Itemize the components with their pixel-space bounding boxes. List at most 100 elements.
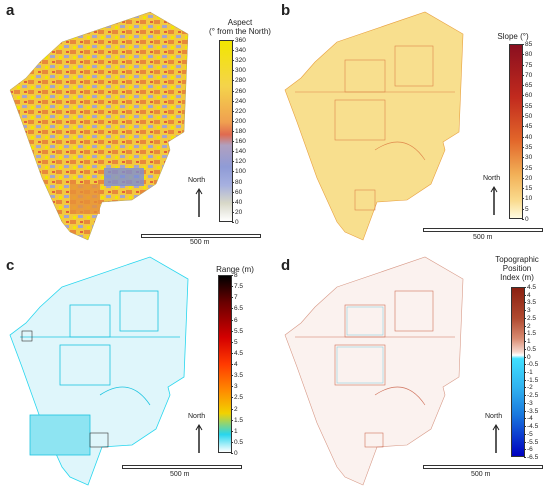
colorbar-tick-label: 0 [524, 353, 531, 361]
colorbar-tick-label: -4.5 [523, 423, 539, 431]
colorbar-tick-label: 4.5 [230, 349, 244, 357]
panel-letter: d [281, 257, 291, 274]
colorbar-tick-label: 4 [524, 291, 531, 299]
colorbar-tick-label: 60 [231, 188, 243, 196]
colorbar-tick-label: 0.5 [523, 345, 537, 353]
colorbar-tick-label: 5.5 [230, 327, 244, 335]
colorbar-tick-label: 360 [232, 37, 246, 44]
panel-letter: a [6, 2, 15, 19]
colorbar-tick-label: 5 [522, 205, 529, 213]
range-features [20, 290, 180, 456]
colorbar-tick-label: 25 [521, 164, 533, 172]
colorbar-tick-label: 0 [522, 216, 529, 223]
north-label: North [485, 413, 503, 420]
tpi-low-features [336, 306, 384, 384]
colorbar-tick-label: 2.5 [523, 314, 537, 322]
colorbar-tick-label: 60 [521, 92, 533, 100]
colorbar-tick-label: 100 [232, 168, 246, 176]
colorbar-tick-label: 2.5 [230, 394, 244, 402]
scale-bar [141, 234, 261, 238]
colorbar-tick-label: -1.5 [523, 376, 539, 384]
colorbar-tick-label: 320 [232, 57, 246, 65]
colorbar-tick-label: 2 [524, 322, 531, 330]
north-arrow-icon [492, 424, 500, 453]
legend-title: Aspect (° from the North) [209, 18, 271, 36]
slope-colorbar [509, 44, 523, 219]
colorbar-tick-label: 140 [232, 148, 246, 156]
aspect-map [9, 11, 189, 241]
colorbar-tick-label: -6.5 [523, 454, 539, 461]
slope-map [284, 11, 464, 241]
colorbar-tick-label: 55 [521, 102, 533, 110]
scale-label: 500 m [170, 471, 190, 478]
colorbar-tick-label: 3 [524, 307, 531, 315]
north-label: North [188, 177, 206, 184]
site-footprint [284, 11, 464, 241]
colorbar-tick-label: 1 [231, 427, 238, 435]
colorbar-tick-label: 75 [521, 61, 533, 69]
colorbar-tick-label: 260 [232, 87, 246, 95]
colorbar-tick-label: -3 [524, 399, 533, 407]
colorbar-tick-label: 40 [231, 198, 243, 206]
range-high-features [21, 330, 109, 448]
site-footprint [284, 256, 464, 486]
north-arrow-icon [195, 188, 203, 217]
colorbar-tick-label: 120 [232, 158, 246, 166]
colorbar-tick-label: 340 [232, 47, 246, 55]
colorbar-tick-label: 1.5 [230, 416, 244, 424]
colorbar-tick-label: 3 [231, 383, 238, 391]
colorbar-tick-label: 160 [232, 138, 246, 146]
colorbar-tick-label: 1 [524, 338, 531, 346]
colorbar-tick-label: 10 [521, 195, 533, 203]
blue-zone [104, 168, 144, 186]
colorbar-tick-label: 3.5 [230, 372, 244, 380]
colorbar-tick-label: 280 [232, 77, 246, 85]
colorbar-tick-label: 220 [232, 107, 246, 115]
colorbar-tick-label: -6 [524, 446, 533, 454]
colorbar-tick-label: 300 [232, 67, 246, 75]
panel-range: c Range (m) 8 7.5 7 6.5 6 5.5 5 4.5 4 3.5 3 2.5 2 1.5… [0, 245, 275, 490]
colorbar-tick-label: -5.5 [523, 438, 539, 446]
colorbar-tick-label: 30 [521, 154, 533, 162]
colorbar-tick-label: -2 [524, 384, 533, 392]
colorbar-tick-label: -5 [524, 430, 533, 438]
north-arrow-icon [195, 424, 203, 453]
colorbar-tick-label: 80 [231, 178, 243, 186]
panel-aspect: a Aspect (° from the North) 360 340 320 300… [0, 0, 275, 246]
colorbar-tick-label: -3.5 [523, 407, 539, 415]
colorbar-tick-label: 4.5 [523, 284, 537, 291]
colorbar-tick-label: 6.5 [230, 305, 244, 313]
colorbar-tick-label: 6 [231, 316, 238, 324]
north-arrow-icon [490, 186, 498, 215]
panel-letter: c [6, 257, 15, 274]
colorbar-tick-label: 70 [521, 71, 533, 79]
colorbar-tick-label: 2 [231, 405, 238, 413]
colorbar-tick-label: 5 [231, 338, 238, 346]
colorbar-tick-label: 0 [231, 450, 238, 457]
colorbar-tick-label: 240 [232, 97, 246, 105]
colorbar-tick-label: 8 [231, 272, 238, 279]
north-label: North [188, 413, 206, 420]
colorbar-tick-label: 40 [521, 133, 533, 141]
range-map [9, 256, 189, 486]
colorbar-tick-label: -4 [524, 415, 533, 423]
legend-title: Topographic Position Index (m) [495, 255, 539, 282]
colorbar-tick-label: 0 [232, 219, 239, 226]
colorbar-tick-label: 3.5 [523, 299, 537, 307]
colorbar-tick-label: -0.5 [523, 361, 539, 369]
scale-bar [423, 228, 543, 232]
scale-bar [423, 465, 543, 469]
panel-tpi: d Topographic Position Index (m) 4.5 4 3.5… [275, 245, 550, 490]
tpi-map [284, 256, 464, 486]
scale-bar [122, 465, 242, 469]
colorbar-tick-label: 65 [521, 82, 533, 90]
colorbar-tick-label: 20 [231, 208, 243, 216]
aspect-colorbar [219, 40, 233, 222]
orange-zone [70, 184, 100, 214]
panel-slope: b Slope (°) 85 80 75 70 65 60 55 50 45 40 35 30 25 20… [275, 0, 550, 245]
colorbar-tick-label: 7 [231, 294, 238, 302]
colorbar-tick-label: 0.5 [230, 438, 244, 446]
range-colorbar [218, 275, 232, 453]
legend-title: Slope (°) [497, 32, 529, 41]
colorbar-tick-label: 35 [521, 143, 533, 151]
